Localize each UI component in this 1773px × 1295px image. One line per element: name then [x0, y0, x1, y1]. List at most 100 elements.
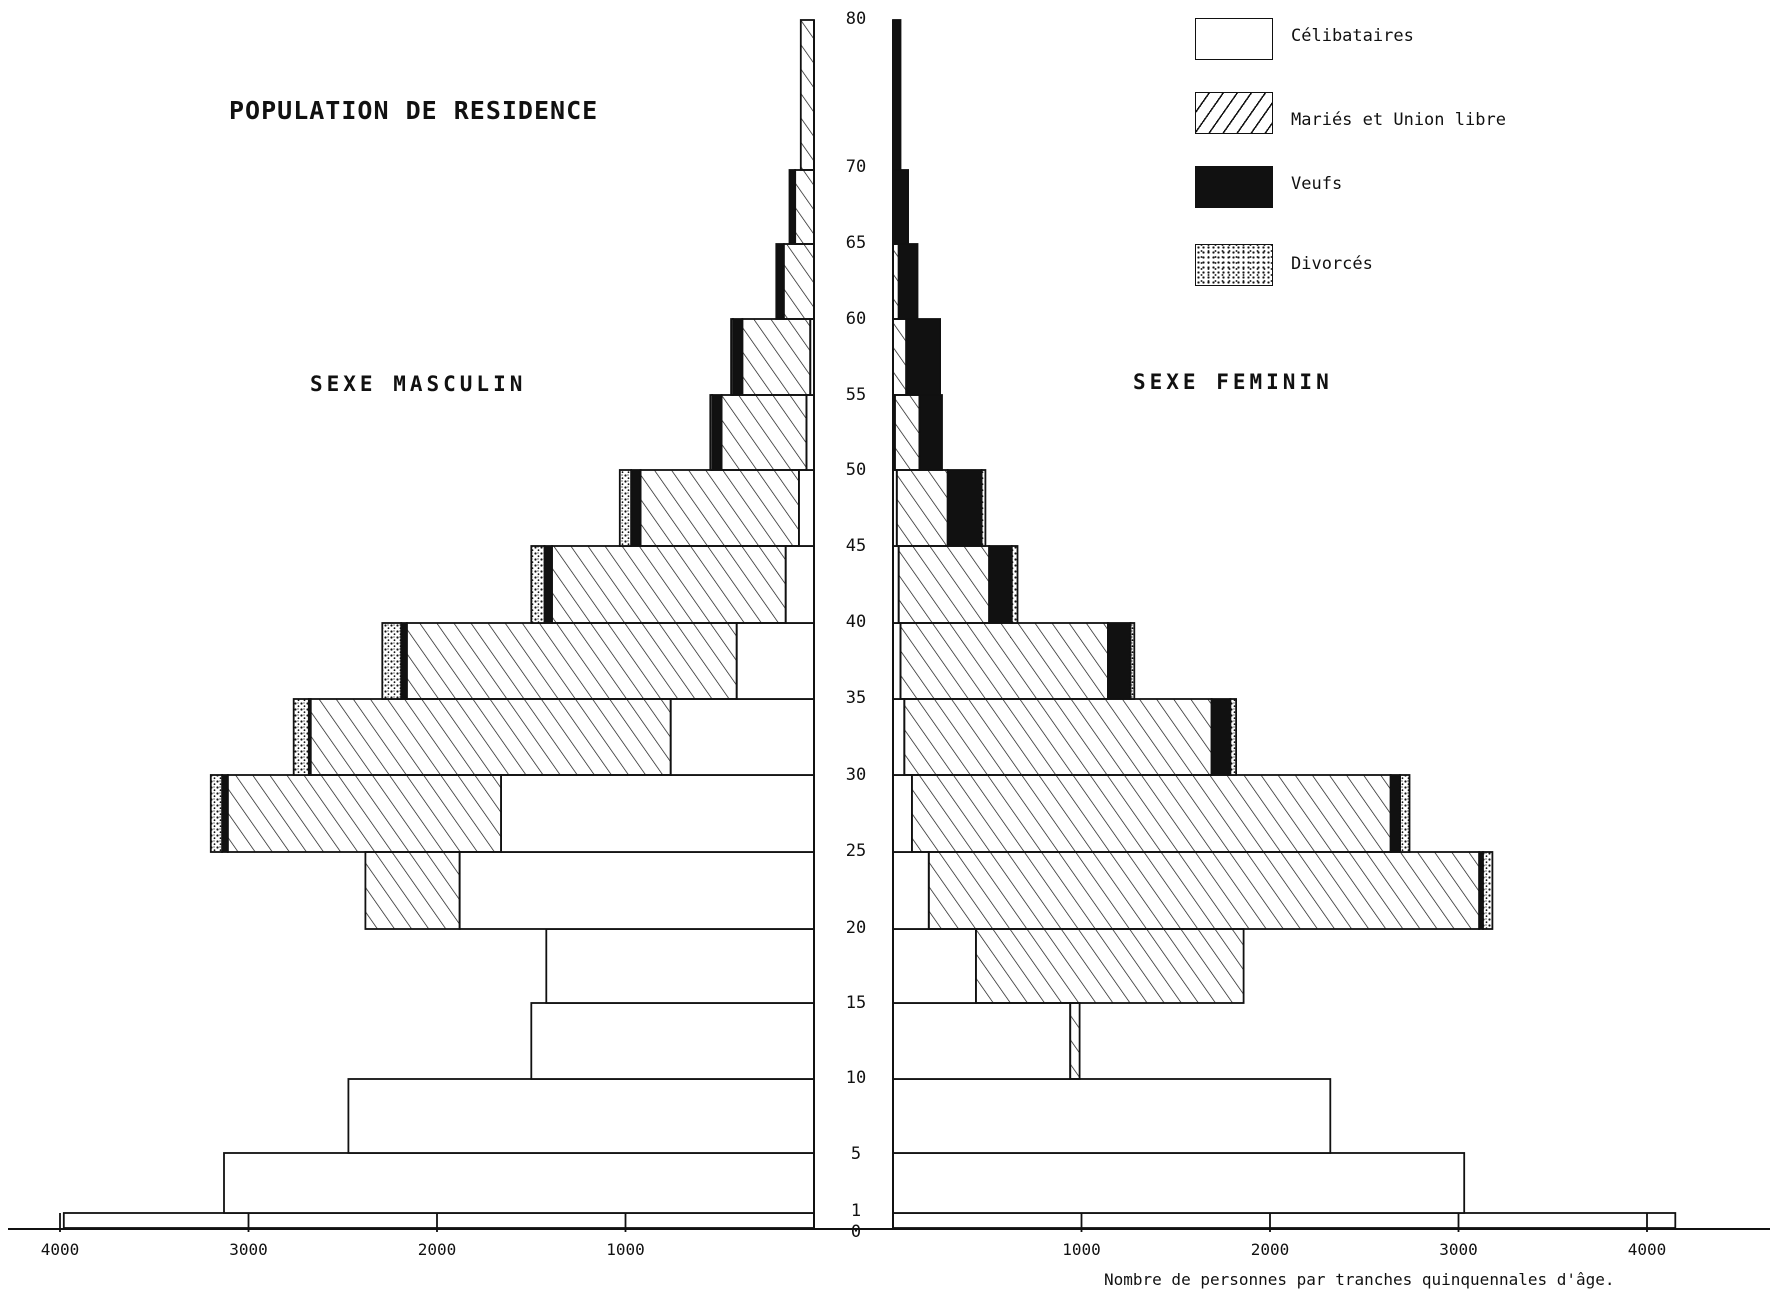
bar-female-maries-45-50 — [895, 469, 949, 547]
bar-female-maries-25-30 — [911, 774, 1392, 853]
bar-male-celibataires-20-25 — [458, 851, 815, 930]
bar-male-celibataires-15-20 — [545, 928, 815, 1004]
age-tick-label-35: 35 — [846, 688, 866, 708]
bar-female-veufs-60-65 — [897, 243, 919, 320]
bar-male-celibataires-0-1 — [62, 1212, 815, 1229]
age-tick-label-70: 70 — [846, 157, 866, 177]
bar-female-veufs-45-50 — [946, 469, 983, 547]
bar-male-celibataires-1-5 — [223, 1152, 815, 1214]
age-tick-label-50: 50 — [846, 460, 866, 480]
bar-female-divorces-30-35 — [1229, 698, 1238, 776]
bar-male-divorces-45-50 — [618, 469, 632, 547]
bar-male-divorces-50-55 — [709, 394, 714, 471]
bar-female-divorces-40-45 — [1010, 545, 1019, 624]
age-tick-label-20: 20 — [846, 918, 866, 938]
male-side-label: SEXE MASCULIN — [310, 372, 527, 396]
bar-male-veufs-65-70 — [788, 169, 797, 245]
bar-male-maries-65-70 — [794, 169, 815, 245]
bar-male-veufs-45-50 — [630, 469, 642, 547]
bar-female-maries-35-40 — [899, 622, 1109, 700]
legend-item-veufs: Veufs — [1195, 166, 1595, 210]
bar-male-maries-20-25 — [364, 851, 461, 930]
bar-male-veufs-55-60 — [732, 318, 744, 396]
bar-female-celibataires-20-25 — [892, 851, 930, 930]
bar-female-celibataires-1-5 — [892, 1152, 1466, 1214]
bar-male-celibataires-10-15 — [530, 1002, 815, 1080]
x-tick-label-female-3000: 3000 — [1439, 1240, 1478, 1259]
bar-female-veufs-25-30 — [1389, 774, 1401, 853]
bar-male-maries-40-45 — [551, 545, 787, 624]
bar-male-maries-35-40 — [405, 622, 738, 700]
bar-male-veufs-50-55 — [711, 394, 723, 471]
bar-female-maries-40-45 — [897, 545, 991, 624]
bar-female-veufs-30-35 — [1210, 698, 1232, 776]
bar-female-celibataires-35-40 — [892, 622, 902, 700]
bar-male-maries-30-35 — [309, 698, 672, 776]
legend-label: Veufs — [1291, 174, 1343, 194]
age-tick-label-25: 25 — [846, 841, 866, 861]
bar-female-divorces-35-40 — [1129, 622, 1136, 700]
age-tick-label-5: 5 — [851, 1144, 861, 1164]
x-tick-label-male-1000: 1000 — [606, 1240, 645, 1259]
legend-label: Divorcés — [1291, 254, 1373, 274]
bar-male-maries-25-30 — [226, 774, 502, 853]
bar-male-maries-45-50 — [639, 469, 800, 547]
bar-female-maries-55-60 — [892, 318, 908, 396]
bar-male-divorces-30-35 — [292, 698, 310, 776]
legend-swatch-hatch — [1195, 92, 1273, 134]
age-tick-label-10: 10 — [846, 1068, 866, 1088]
bar-male-maries-50-55 — [720, 394, 808, 471]
bar-female-maries-15-20 — [975, 928, 1245, 1004]
x-tick-label-female-1000: 1000 — [1062, 1240, 1101, 1259]
age-tick-label-15: 15 — [846, 993, 866, 1013]
bar-female-maries-10-15 — [1069, 1002, 1081, 1080]
bar-female-veufs-50-55 — [918, 394, 943, 471]
bar-female-celibataires-5-10 — [892, 1078, 1332, 1154]
bar-male-maries-55-60 — [741, 318, 812, 396]
bar-female-veufs-65-70 — [894, 169, 910, 245]
female-side-label: SEXE FEMININ — [1133, 370, 1333, 394]
bar-female-maries-20-25 — [927, 851, 1481, 930]
bar-female-divorces-25-30 — [1399, 774, 1411, 853]
bar-female-veufs-70-80 — [892, 19, 902, 171]
bar-male-celibataires-40-45 — [784, 545, 815, 624]
bar-female-maries-50-55 — [894, 394, 921, 471]
x-tick-label-female-4000: 4000 — [1628, 1240, 1667, 1259]
bar-male-divorces-35-40 — [381, 622, 403, 700]
legend-item-celibataires: Célibataires — [1195, 18, 1595, 62]
bar-group — [62, 19, 1677, 1229]
bar-female-divorces-20-25 — [1482, 851, 1494, 930]
bar-female-celibataires-25-30 — [892, 774, 913, 853]
legend-item-maries: Mariés et Union libre — [1195, 92, 1595, 136]
bar-male-celibataires-30-35 — [669, 698, 815, 776]
bar-male-divorces-55-60 — [730, 318, 734, 396]
bar-female-veufs-40-45 — [988, 545, 1013, 624]
bar-female-celibataires-30-35 — [892, 698, 906, 776]
age-tick-label-65: 65 — [846, 233, 866, 253]
age-tick-label-40: 40 — [846, 612, 866, 632]
bar-male-divorces-40-45 — [530, 545, 546, 624]
bar-male-veufs-60-65 — [775, 243, 785, 320]
age-tick-label-80: 80 — [846, 9, 866, 29]
age-tick-label-60: 60 — [846, 309, 866, 329]
bar-male-celibataires-45-50 — [798, 469, 815, 547]
age-tick-label-1: 1 — [851, 1201, 861, 1221]
bar-male-celibataires-35-40 — [735, 622, 815, 700]
legend-swatch-solid — [1195, 166, 1273, 208]
bar-female-celibataires-10-15 — [892, 1002, 1072, 1080]
x-tick-label-male-4000: 4000 — [41, 1240, 80, 1259]
bar-male-celibataires-5-10 — [347, 1078, 815, 1154]
legend-swatch-plain — [1195, 18, 1273, 60]
bar-male-divorces-25-30 — [209, 774, 224, 853]
bar-female-celibataires-15-20 — [892, 928, 977, 1004]
bar-female-maries-30-35 — [903, 698, 1213, 776]
chart-title: POPULATION DE RESIDENCE — [229, 96, 599, 125]
bar-male-maries-70-80 — [799, 19, 815, 171]
bar-female-celibataires-0-1 — [892, 1212, 1677, 1229]
bar-female-veufs-55-60 — [905, 318, 942, 396]
x-tick-label-female-2000: 2000 — [1251, 1240, 1290, 1259]
bar-female-veufs-35-40 — [1107, 622, 1132, 700]
x-tick-label-male-2000: 2000 — [418, 1240, 457, 1259]
